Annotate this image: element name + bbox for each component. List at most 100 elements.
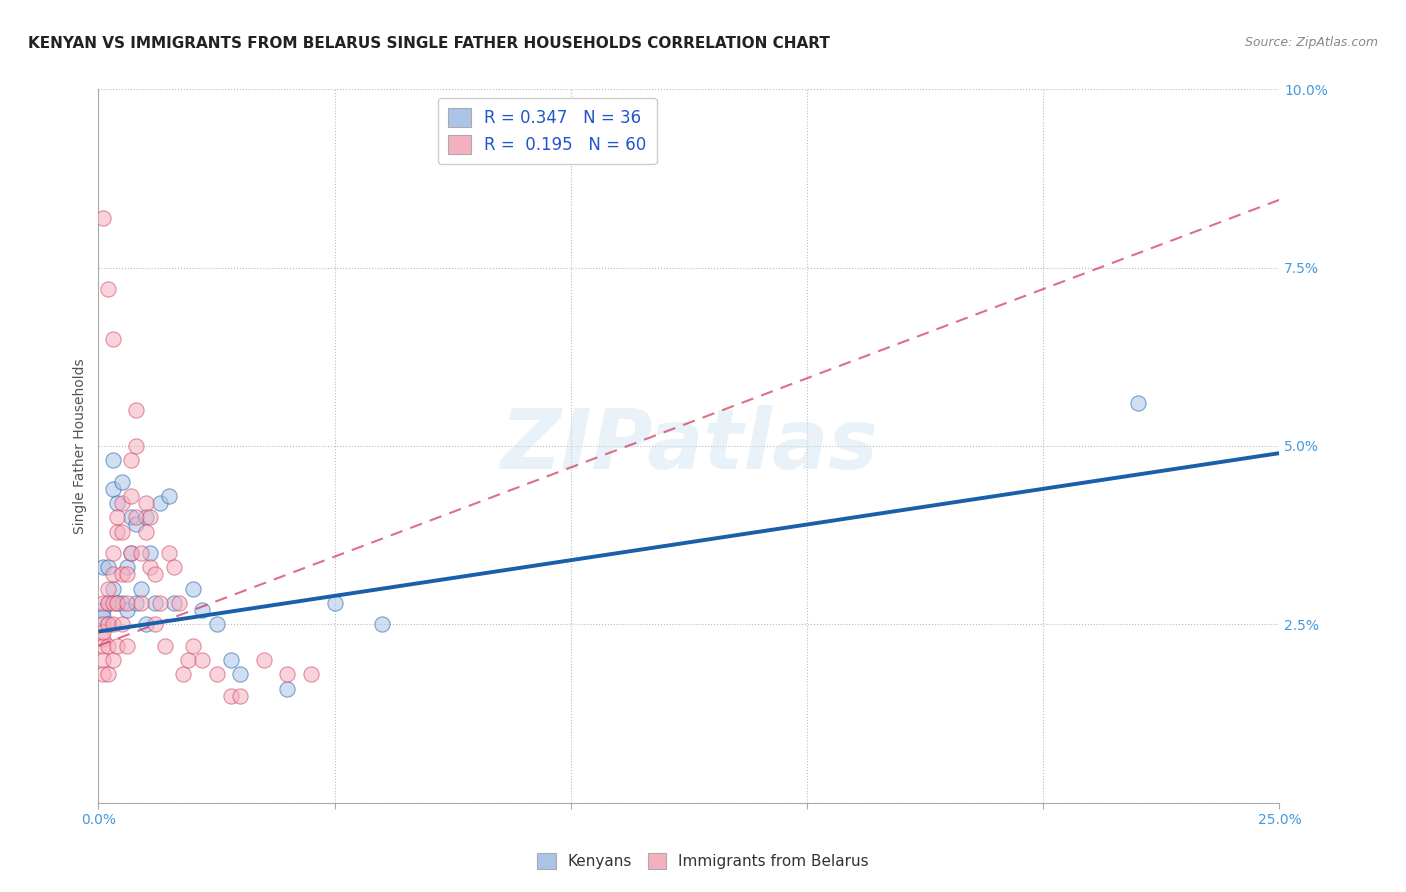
Point [101,617,124,632]
Point [135,510,157,524]
Point [153,639,176,653]
Point [121,453,143,467]
Point [105,496,128,510]
Point [191,653,214,667]
Point [97,282,120,296]
Point [91,560,114,574]
Point [229,667,252,681]
Point [135,524,157,539]
Point [139,546,162,560]
Point [299,667,322,681]
Legend: Kenyans, Immigrants from Belarus: Kenyans, Immigrants from Belarus [531,847,875,875]
Y-axis label: Single Father Households: Single Father Households [73,359,87,533]
Point [125,517,148,532]
Text: ZIPatlas: ZIPatlas [501,406,877,486]
Point [91,667,114,681]
Point [121,546,143,560]
Point [111,567,134,582]
Point [139,560,162,574]
Point [91,624,114,639]
Point [115,603,138,617]
Point [129,546,152,560]
Point [205,617,228,632]
Point [371,617,394,632]
Point [163,560,186,574]
Point [115,560,138,574]
Point [115,596,138,610]
Point [115,567,138,582]
Point [101,653,124,667]
Point [129,582,152,596]
Point [139,510,162,524]
Text: Source: ZipAtlas.com: Source: ZipAtlas.com [1244,36,1378,49]
Point [191,603,214,617]
Point [149,596,172,610]
Point [111,596,134,610]
Legend: R = 0.347   N = 36, R =  0.195   N = 60: R = 0.347 N = 36, R = 0.195 N = 60 [437,97,657,164]
Point [105,639,128,653]
Point [105,510,128,524]
Point [91,596,114,610]
Point [219,653,242,667]
Point [129,596,152,610]
Point [135,496,157,510]
Point [115,639,138,653]
Point [97,560,120,574]
Point [97,596,120,610]
Point [97,582,120,596]
Point [149,496,172,510]
Point [181,639,204,653]
Point [219,689,242,703]
Point [91,610,114,624]
Point [125,510,148,524]
Point [105,596,128,610]
Point [121,510,143,524]
Point [181,582,204,596]
Text: KENYAN VS IMMIGRANTS FROM BELARUS SINGLE FATHER HOUSEHOLDS CORRELATION CHART: KENYAN VS IMMIGRANTS FROM BELARUS SINGLE… [28,36,830,51]
Point [91,603,114,617]
Point [111,617,134,632]
Point [97,639,120,653]
Point [101,453,124,467]
Point [121,489,143,503]
Point [125,403,148,417]
Point [143,617,166,632]
Point [105,596,128,610]
Point [97,667,120,681]
Point [253,653,276,667]
Point [1126,396,1149,410]
Point [177,653,200,667]
Point [276,681,298,696]
Point [91,617,114,632]
Point [276,667,298,681]
Point [101,482,124,496]
Point [229,689,252,703]
Point [125,439,148,453]
Point [91,632,114,646]
Point [91,211,114,225]
Point [91,653,114,667]
Point [111,475,134,489]
Point [157,489,180,503]
Point [167,596,190,610]
Point [121,546,143,560]
Point [111,496,134,510]
Point [101,546,124,560]
Point [97,617,120,632]
Point [135,617,157,632]
Point [143,567,166,582]
Point [101,332,124,346]
Point [163,596,186,610]
Point [101,567,124,582]
Point [111,524,134,539]
Point [101,582,124,596]
Point [125,596,148,610]
Point [97,596,120,610]
Point [97,617,120,632]
Point [157,546,180,560]
Point [91,639,114,653]
Point [323,596,346,610]
Point [101,596,124,610]
Point [172,667,194,681]
Point [205,667,228,681]
